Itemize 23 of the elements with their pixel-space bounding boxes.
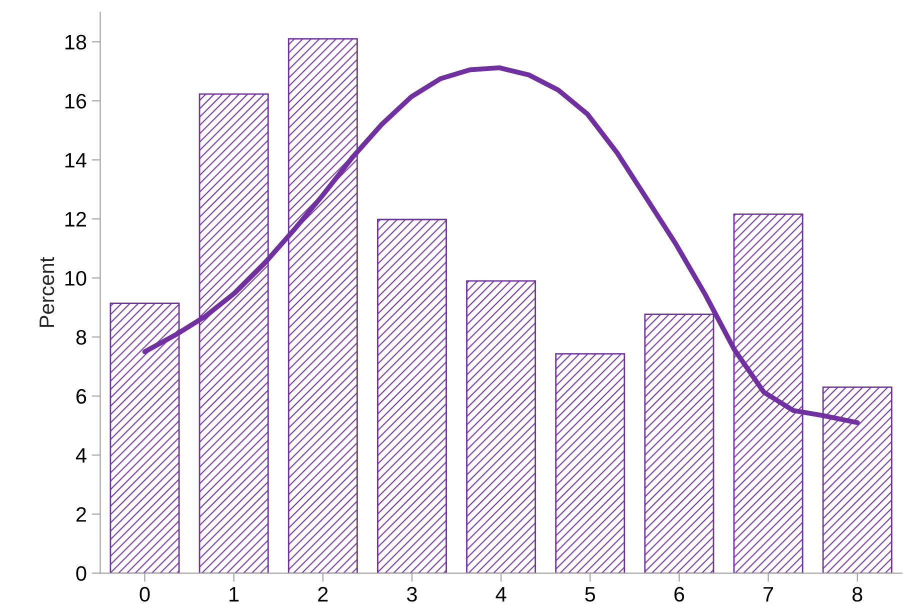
y-tick-label: 8	[76, 330, 86, 345]
x-tick-label: 4	[496, 587, 506, 602]
y-tick-label: 10	[65, 270, 86, 286]
y-tick-label: 6	[76, 389, 86, 404]
y-axis-title: Percent	[40, 256, 54, 327]
y-tick-label: 16	[65, 94, 86, 109]
bar	[555, 353, 626, 574]
y-tick-label: 4	[76, 448, 86, 463]
y-tick-label: 2	[76, 507, 86, 522]
y-tick-label: 18	[65, 34, 86, 50]
bar	[466, 280, 536, 574]
y-tick-label: 14	[65, 153, 86, 168]
x-tick-label: 1	[230, 587, 239, 602]
x-tick-label: 3	[406, 586, 417, 602]
y-tick-label: 12	[65, 212, 86, 226]
bar	[376, 218, 447, 574]
y-tick-label: 0	[76, 566, 86, 581]
x-tick-label: 7	[764, 587, 774, 602]
x-tick-label: 0	[140, 586, 150, 602]
x-tick-label: 8	[852, 586, 862, 602]
x-tick-label: 6	[674, 586, 684, 602]
x-tick-label: 2	[318, 586, 328, 602]
x-tick-label: 5	[585, 587, 596, 602]
